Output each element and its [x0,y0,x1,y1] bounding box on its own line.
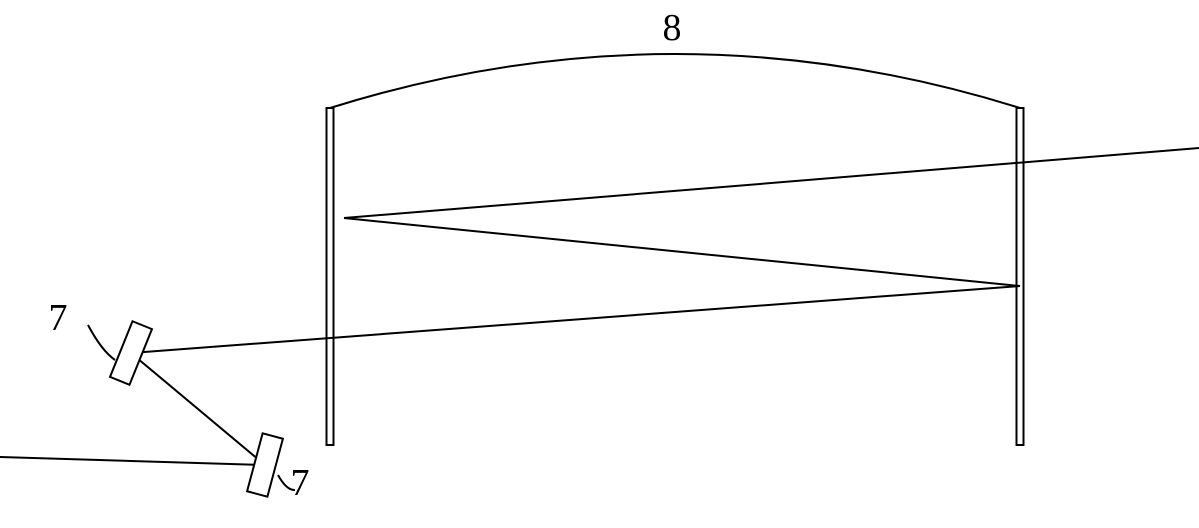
ray-4 [344,148,1199,218]
label-7-lower: 7 [291,462,310,504]
ray-1 [131,353,265,465]
ray-in [0,457,265,465]
labels-group: 8 7 7 [49,7,682,504]
arc-curve [330,54,1020,108]
label-8-top: 8 [663,7,682,49]
right-vertical-mirror [1017,108,1024,445]
optical-diagram: 8 7 7 [0,0,1199,528]
ray-2 [131,286,1020,353]
leader-7-upper [88,325,115,360]
left-vertical-mirror [327,108,334,445]
label-7-upper: 7 [49,297,68,339]
upper-angled-mirror [110,321,152,384]
ray-3 [344,218,1020,286]
